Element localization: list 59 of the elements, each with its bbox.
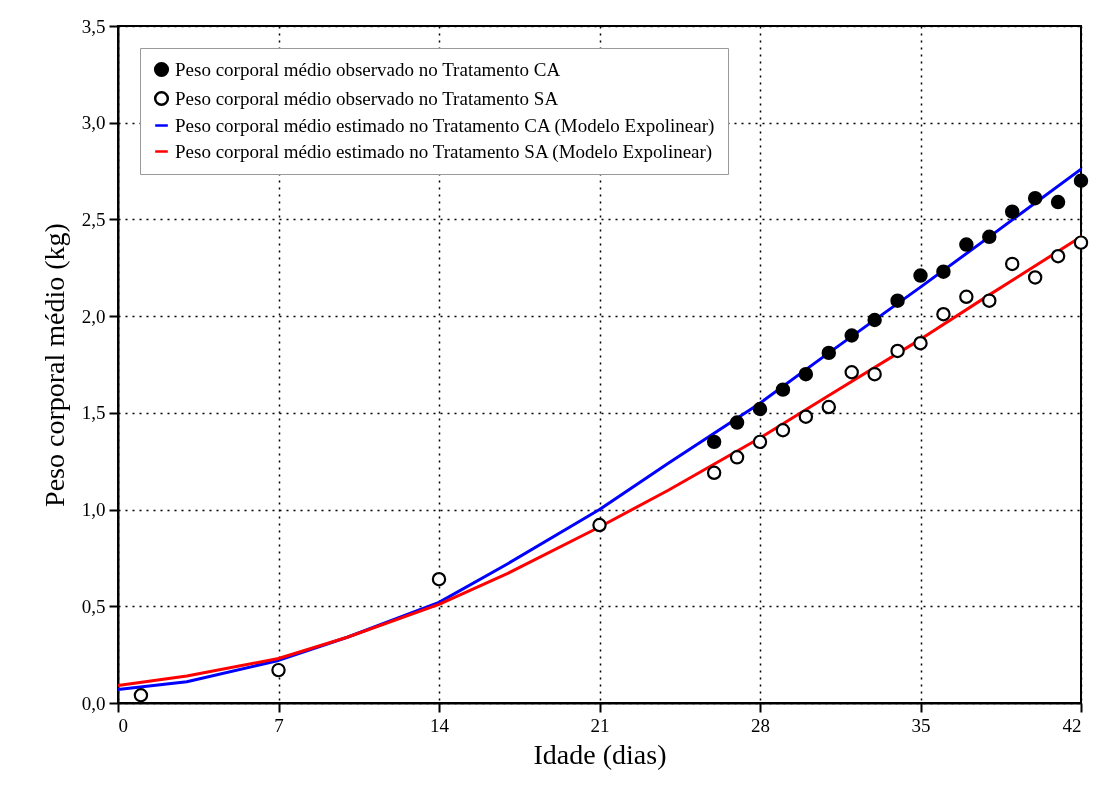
point (775, 382, 791, 397)
point (706, 465, 722, 481)
point (431, 571, 447, 587)
point (706, 434, 722, 450)
point (1027, 270, 1043, 285)
point (798, 409, 814, 424)
point (1004, 204, 1020, 219)
point (271, 662, 286, 678)
point (752, 401, 768, 417)
point (798, 366, 814, 382)
x-tick-label: 35 (911, 714, 931, 736)
point (752, 434, 768, 450)
legend-label: Peso corporal médio observado no Tratamento CA (175, 58, 561, 80)
y-tick-label: 0,5 (81, 595, 106, 617)
y-axis-title: Peso corporal médio (kg) (38, 223, 70, 507)
x-tick-label: 0 (118, 714, 128, 736)
point (1027, 190, 1043, 206)
point (592, 517, 607, 533)
point (1073, 235, 1089, 250)
y-tick-label: 3,5 (81, 15, 106, 37)
point (890, 343, 905, 359)
y-tick-label: 0,0 (81, 692, 106, 714)
point (775, 423, 791, 438)
point (959, 289, 974, 305)
x-tick-label: 7 (274, 714, 284, 736)
point (1050, 248, 1066, 264)
point (959, 237, 974, 252)
y-tick-label: 3,0 (81, 112, 106, 134)
point (1073, 173, 1089, 188)
y-tick-label: 2,0 (81, 305, 106, 327)
y-tick-label: 2,5 (81, 208, 106, 230)
y-tick-label: 1,0 (81, 499, 106, 521)
point (133, 688, 149, 703)
x-tick-label: 28 (751, 714, 770, 736)
x-tick-label: 21 (590, 714, 610, 736)
legend-label: Peso corporal médio observado no Tratamento SA (175, 87, 559, 109)
point (936, 264, 951, 279)
point (913, 268, 928, 283)
point (982, 229, 997, 245)
point (1050, 194, 1066, 210)
legend-label: Peso corporal médio estimado no Tratamento SA (Modelo Expolinear) (175, 140, 713, 163)
point (913, 336, 928, 351)
point (867, 366, 882, 382)
point (867, 312, 882, 328)
x-tick-label: 42 (1062, 714, 1082, 736)
point (729, 450, 745, 465)
point (821, 345, 837, 361)
point (982, 293, 997, 308)
legend-label: Peso corporal médio estimado no Tratamento CA (Modelo Expolinear) (175, 114, 715, 137)
x-axis-title: Idade (dias) (533, 738, 667, 770)
point (844, 328, 859, 343)
point (1004, 256, 1020, 272)
point (844, 365, 859, 380)
point (936, 307, 951, 322)
point (821, 399, 837, 415)
point (890, 293, 905, 308)
point (729, 415, 745, 430)
y-tick-label: 1,5 (81, 402, 106, 424)
x-tick-label: 14 (430, 714, 450, 736)
